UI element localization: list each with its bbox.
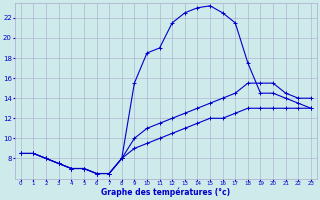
X-axis label: Graphe des températures (°c): Graphe des températures (°c): [101, 188, 230, 197]
